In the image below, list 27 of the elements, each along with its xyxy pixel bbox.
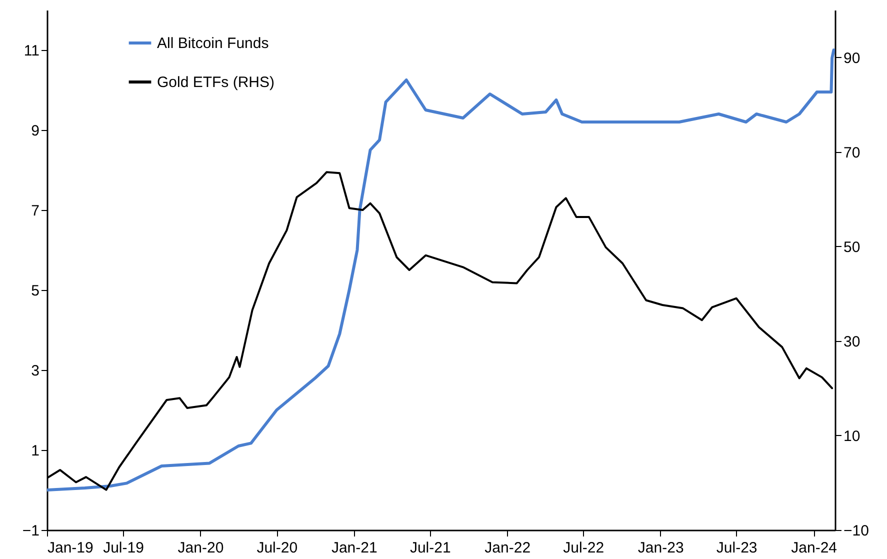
y2-tick-label: −10 [844,522,869,540]
x-tick-label: Jul-20 [256,540,298,556]
x-tick-label: Jan-22 [484,540,531,556]
x-tick-label: Jan-23 [638,540,684,556]
line-series [47,48,835,492]
y-tick-label: 9 [31,122,40,140]
y-tick-label: 11 [24,42,40,60]
y-tick-label: 5 [31,282,40,300]
y2-tick-label: 70 [844,144,860,162]
y-tick-label: 1 [31,442,40,460]
x-tick-label: Jan-21 [331,540,378,556]
x-tick-label: Jan-20 [178,540,224,556]
x-tick-label: Jan-24 [791,540,838,556]
legend-label: Gold ETFs (RHS) [157,74,275,91]
y2-tick-label: 90 [844,50,860,67]
x-tick-label: Jul-19 [103,540,144,556]
y2-tick-label: 30 [844,333,860,350]
x-tick-label: Jul-23 [716,540,758,556]
y-tick-label: 3 [31,362,40,380]
y2-tick-label: 50 [844,238,860,256]
legend-label: All Bitcoin Funds [157,35,269,52]
x-tick-label: Jul-21 [410,540,451,556]
x-tick-label: Jul-22 [563,540,604,556]
y-tick-label: 7 [31,202,40,220]
y2-tick-label: 10 [844,428,860,445]
y-tick-label: −1 [22,522,40,540]
x-tick-label: Jan-19 [48,540,94,556]
